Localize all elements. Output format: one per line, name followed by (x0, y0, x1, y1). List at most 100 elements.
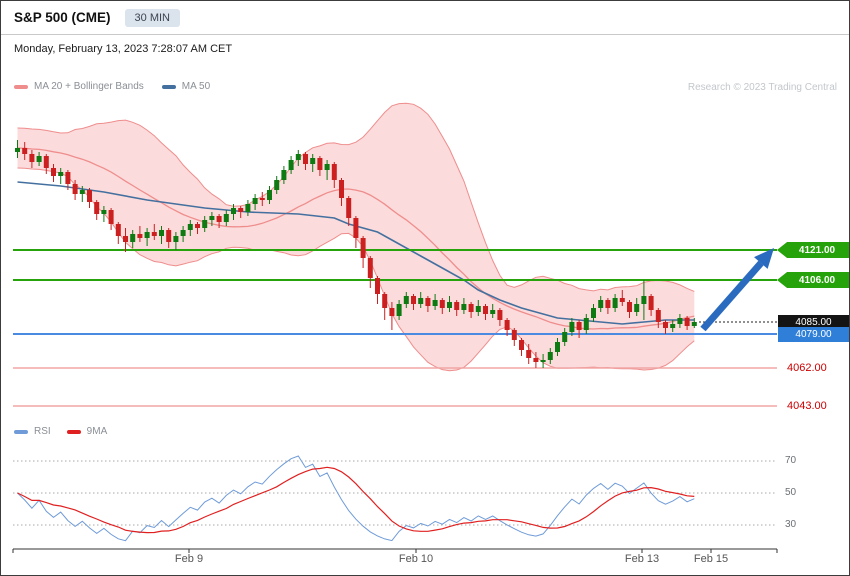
candle-body (144, 232, 150, 238)
candle-body (504, 320, 510, 330)
legend-9ma-item: 9MA (66, 426, 108, 437)
resistance-label-4121: 4121.00 (777, 242, 849, 258)
candle-body (274, 180, 280, 190)
candle-body (238, 208, 244, 212)
candle-body (346, 198, 352, 218)
candle-body (562, 332, 568, 342)
candle-body (555, 342, 560, 352)
candle-body (677, 318, 683, 324)
candle-body (259, 198, 265, 200)
candle-body (209, 216, 215, 220)
candles (15, 140, 697, 368)
support-label-4043: 4043.00 (787, 400, 827, 412)
ma20-bollinger-swatch-icon (14, 84, 28, 89)
candle-body (202, 220, 208, 228)
legend-ma20-bollinger: MA 20 + Bollinger Bands (14, 81, 144, 92)
rsi-tick-30: 30 (785, 519, 797, 530)
candle-body (511, 330, 517, 340)
candle-body (389, 308, 395, 316)
candle-body (382, 294, 388, 308)
rsi-label: RSI (34, 426, 51, 437)
candle-body (360, 238, 366, 258)
trend-arrow-shaft (700, 260, 764, 332)
instrument-title: S&P 500 (CME) (14, 10, 111, 25)
candle-body (641, 296, 647, 304)
candle-body (58, 172, 64, 176)
candle-body (115, 224, 121, 236)
candle-body (36, 156, 42, 162)
candle-body (439, 300, 445, 308)
candle-body (353, 218, 359, 238)
bollinger-upper-line (17, 102, 695, 292)
candle-body (51, 168, 56, 176)
candle-body (367, 258, 373, 278)
candle-body (101, 210, 107, 214)
candle-body (447, 302, 452, 308)
candle-body (223, 214, 229, 222)
rsi-tick-70: 70 (785, 455, 797, 466)
ma50-line (17, 181, 695, 325)
candle-body (288, 160, 294, 170)
support-label-4079: 4079.00 (778, 327, 849, 342)
candle-body (187, 224, 193, 230)
x-axis-label-feb15: Feb 15 (693, 553, 729, 565)
candle-body (526, 350, 532, 358)
candle-body (281, 170, 287, 180)
rsi-tick-50: 50 (785, 487, 797, 498)
candle-body (569, 322, 575, 332)
candle-body (396, 304, 402, 316)
candle-body (490, 310, 496, 314)
candle-body (87, 190, 92, 202)
candle-body (418, 298, 424, 304)
candle-body (583, 318, 589, 330)
rsi-9ma-label: 9MA (86, 426, 108, 437)
candle-body (339, 180, 344, 198)
candle-body (519, 340, 524, 350)
candle-body (317, 158, 323, 170)
legend-rsi-item: RSI (14, 426, 51, 437)
candle-body (303, 154, 308, 164)
candle-body (130, 234, 136, 242)
candle-body (612, 298, 618, 308)
candle-body (123, 236, 128, 242)
ma50-swatch-icon (161, 84, 176, 89)
rsi-line (17, 455, 695, 542)
candle-body (267, 190, 272, 200)
candle-body (94, 202, 100, 214)
candle-body (411, 296, 416, 304)
ma50-label: MA 50 (181, 81, 211, 92)
candle-body (151, 232, 157, 236)
candle-body (216, 216, 222, 222)
candle-body (497, 310, 503, 320)
candle-body (29, 154, 35, 162)
header-bar: S&P 500 (CME) 30 MIN (1, 1, 849, 35)
candle-body (540, 360, 546, 362)
x-axis-label-feb13: Feb 13 (624, 553, 660, 565)
candle-body (295, 154, 301, 160)
candle-body (533, 358, 539, 362)
candle-body (475, 306, 481, 312)
candle-body (403, 296, 409, 304)
candle-body (375, 278, 380, 294)
candle-body (79, 190, 85, 194)
copyright-text: Research © 2023 Trading Central (687, 82, 837, 93)
candle-body (547, 352, 553, 360)
candle-body (72, 184, 78, 194)
candle-body (468, 304, 474, 312)
candle-body (180, 230, 186, 236)
candle-body (605, 300, 611, 308)
candle-body (684, 318, 690, 326)
candle-body (432, 300, 438, 306)
candle-body (483, 306, 488, 314)
candle-body (655, 310, 661, 322)
candle-body (691, 322, 697, 326)
candle-body (22, 148, 28, 154)
level-lines (13, 249, 778, 407)
candle-body (43, 156, 49, 168)
candle-body (627, 302, 632, 312)
rsi-lines (17, 455, 695, 542)
timeframe-badge: 30 MIN (124, 8, 180, 27)
candle-body (159, 230, 164, 236)
candle-body (324, 164, 330, 170)
